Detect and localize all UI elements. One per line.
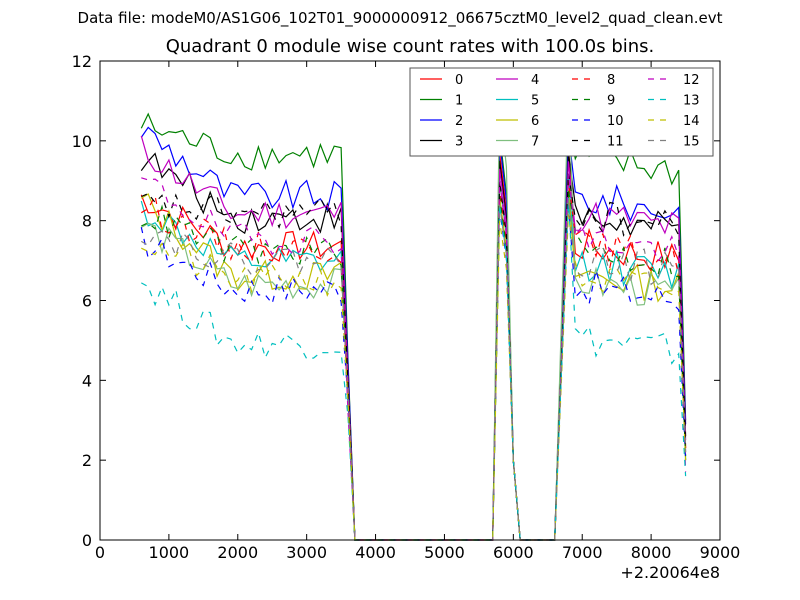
series-line-4 <box>140 135 687 541</box>
legend-label-2: 2 <box>455 114 463 129</box>
series-line-9 <box>141 189 687 541</box>
chart-title: Quadrant 0 module wise count rates with … <box>165 36 655 57</box>
axes: 0 1000 2000 3000 4000 5000 6000 7000 8000 9000 0 2 4… <box>72 52 741 582</box>
x-tick-label: 3000 <box>286 543 327 562</box>
legend-label-12: 12 <box>683 73 700 88</box>
series-line-10 <box>140 202 687 541</box>
y-tick-label: 4 <box>82 371 92 390</box>
legend-label-7: 7 <box>531 135 539 150</box>
x-tick-label: 7000 <box>562 543 603 562</box>
series-layer <box>140 92 687 541</box>
legend-label-0: 0 <box>455 73 463 88</box>
series-line-14 <box>141 214 687 541</box>
series-line-1 <box>140 112 687 541</box>
legend-label-5: 5 <box>531 94 539 109</box>
y-tick-label: 2 <box>82 451 92 470</box>
y-tick-label: 12 <box>72 52 92 71</box>
x-tick-label: 6000 <box>493 543 534 562</box>
series-line-3 <box>140 152 687 541</box>
y-tick-label: 0 <box>82 531 92 550</box>
x-tick-label: 8000 <box>631 543 672 562</box>
legend-box <box>409 67 714 157</box>
legend-label-1: 1 <box>455 94 463 109</box>
legend-label-14: 14 <box>683 114 700 129</box>
y-tick-label: 10 <box>72 132 92 151</box>
legend-label-10: 10 <box>607 114 624 129</box>
series-line-8 <box>140 181 687 541</box>
legend-label-9: 9 <box>607 94 615 109</box>
legend-label-8: 8 <box>607 73 615 88</box>
x-tick-label: 1000 <box>149 543 190 562</box>
legend-label-6: 6 <box>531 114 539 129</box>
y-tick-label: 8 <box>82 212 92 231</box>
legend-label-13: 13 <box>683 94 700 109</box>
data-file-title: Data file: modeM0/AS1G06_102T01_90000009… <box>77 9 723 27</box>
legend-label-3: 3 <box>455 135 463 150</box>
legend-label-15: 15 <box>683 135 700 150</box>
x-tick-label: 9000 <box>700 543 741 562</box>
x-offset-label: +2.20064e8 <box>620 563 720 582</box>
series-line-13 <box>141 197 687 541</box>
x-tick-label: 4000 <box>355 543 396 562</box>
y-tick-label: 6 <box>82 292 92 311</box>
x-tick-label: 2000 <box>217 543 258 562</box>
x-tick-label: 5000 <box>424 543 465 562</box>
legend-label-4: 4 <box>531 73 539 88</box>
series-line-15 <box>140 197 687 541</box>
series-line-12 <box>141 173 687 541</box>
legend-label-11: 11 <box>607 135 624 150</box>
x-tick-label: 0 <box>95 543 105 562</box>
series-line-2 <box>140 126 687 541</box>
